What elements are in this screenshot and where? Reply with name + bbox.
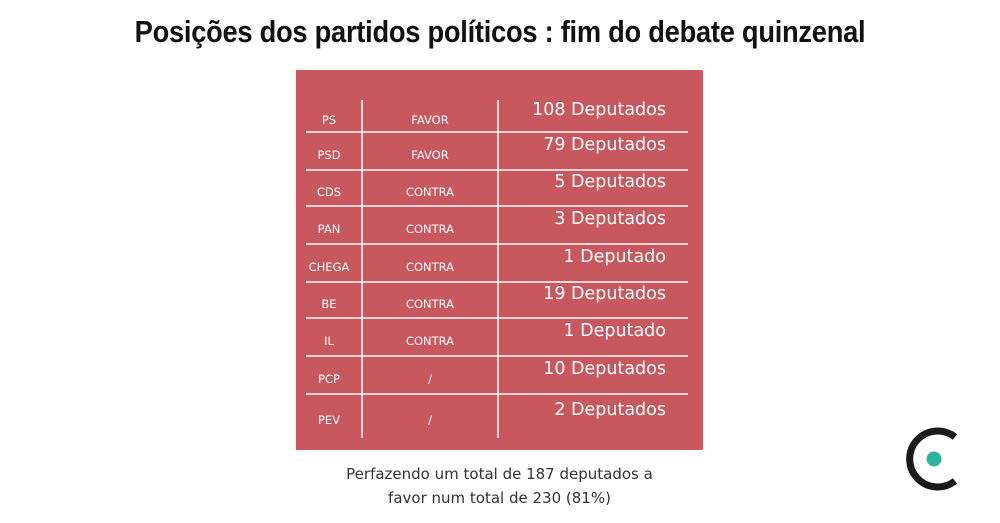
party-position: CONTRA [405,185,455,199]
deputies-count: 19 Deputados [543,284,666,304]
party-name: IL [324,334,334,348]
party-name: BE [321,297,337,311]
party-name: PEV [317,413,341,427]
deputies-count: 1 Deputado [563,321,666,341]
deputies-count: 108 Deputados [532,100,666,120]
party-positions-table: PS FAVOR 108 Deputados PSD FAVOR 79 Deputados… [296,70,703,450]
party-position: CONTRA [405,260,455,274]
party-position: FAVOR [411,148,449,162]
deputies-count: 10 Deputados [543,359,666,379]
party-name: PSD [317,148,341,162]
page-title: Posições dos partidos políticos : fim do… [134,14,866,49]
party-position: FAVOR [411,113,449,127]
party-name: PAN [317,222,341,236]
party-name: CHEGA [308,260,350,274]
deputies-count: 5 Deputados [554,172,666,192]
deputies-count: 3 Deputados [554,209,666,229]
party-position: / [428,413,432,427]
party-position: CONTRA [405,334,455,348]
table-grid-lines [306,100,688,438]
deputies-count: 79 Deputados [543,135,666,155]
party-name: PS [321,113,337,127]
caption-line-1: Perfazendo um total de 187 deputados a [346,465,653,483]
party-name: PCP [318,372,340,386]
party-position: / [428,372,432,386]
party-name: CDS [316,185,342,199]
party-position: CONTRA [405,222,455,236]
party-position: CONTRA [405,297,455,311]
deputies-count: 2 Deputados [554,400,666,420]
caption-line-2: favor num total de 230 (81%) [388,489,611,507]
c-logo-icon [906,427,958,491]
deputies-count: 1 Deputado [563,247,666,267]
